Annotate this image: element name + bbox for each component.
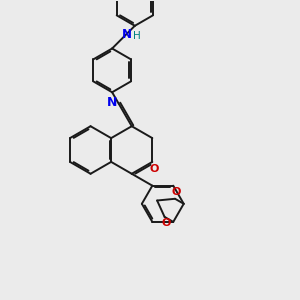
Text: N: N bbox=[107, 97, 117, 110]
Text: H: H bbox=[133, 31, 140, 41]
Text: O: O bbox=[172, 187, 181, 197]
Text: O: O bbox=[161, 218, 170, 228]
Text: N: N bbox=[122, 28, 132, 41]
Text: O: O bbox=[149, 164, 158, 174]
